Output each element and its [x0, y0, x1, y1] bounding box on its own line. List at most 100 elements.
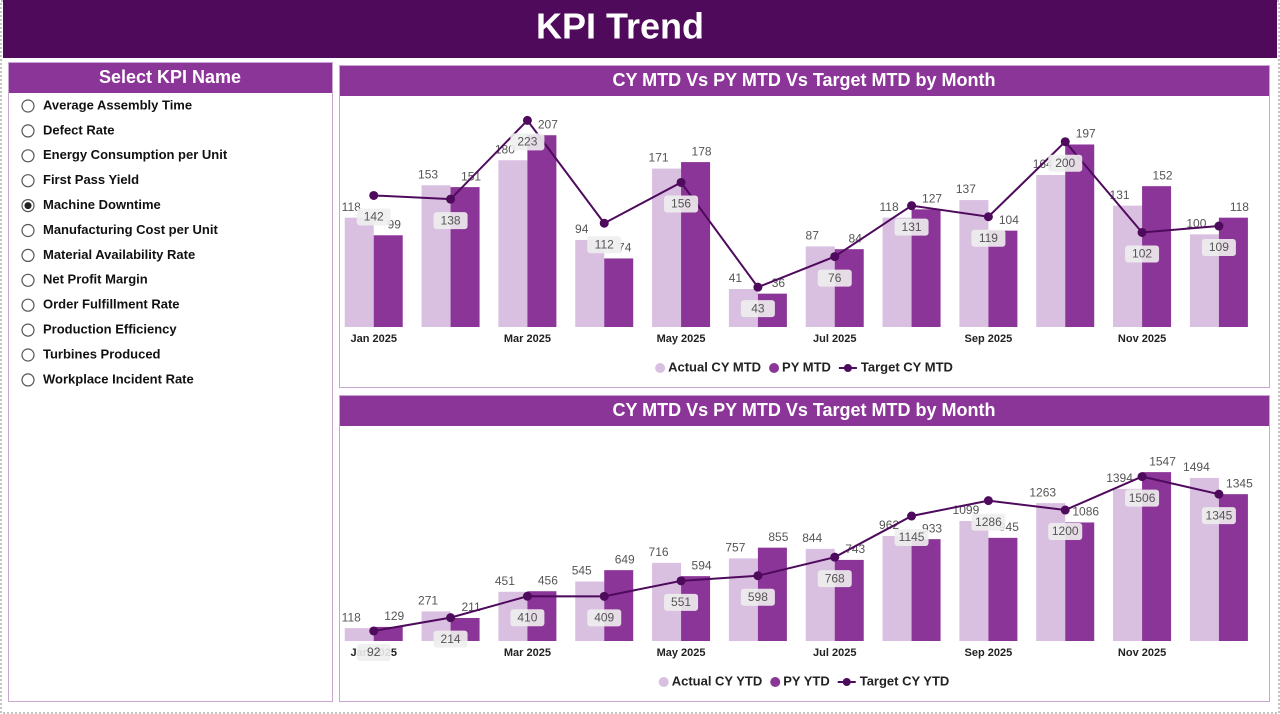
- slicer-item[interactable]: Machine Downtime: [43, 197, 161, 212]
- bar: [834, 249, 864, 327]
- slicer-item[interactable]: Material Availability Rate: [43, 247, 195, 262]
- bar: [805, 548, 835, 641]
- data-label: 1086: [1072, 505, 1099, 519]
- data-label: 138: [441, 213, 461, 227]
- label-box: [664, 593, 699, 611]
- bar: [959, 521, 989, 641]
- data-label: 598: [748, 590, 768, 604]
- radio-button[interactable]: [21, 248, 35, 262]
- target-point: [983, 212, 993, 222]
- data-label: 594: [692, 558, 712, 572]
- bar: [1189, 477, 1219, 641]
- data-label: 94: [575, 222, 589, 236]
- slicer-item[interactable]: Net Profit Margin: [43, 272, 148, 287]
- radio-button[interactable]: [21, 149, 35, 163]
- target-point: [599, 218, 609, 228]
- bar: [882, 535, 912, 641]
- radio-button[interactable]: [21, 323, 35, 337]
- target-point: [522, 115, 532, 125]
- data-label: 87: [806, 229, 820, 243]
- data-label: 74: [618, 241, 632, 255]
- slicer-item[interactable]: Turbines Produced: [43, 346, 161, 361]
- legend-marker: [843, 364, 852, 372]
- legend-marker: [655, 363, 666, 373]
- data-label: 131: [1110, 188, 1130, 202]
- slicer-item[interactable]: Defect Rate: [43, 122, 115, 137]
- chart-title: CY MTD Vs PY MTD Vs Target MTD by Month: [612, 70, 995, 90]
- radio-button[interactable]: [21, 174, 35, 188]
- radio-button[interactable]: [21, 348, 35, 362]
- label-box: [1125, 245, 1160, 263]
- bar: [575, 239, 605, 327]
- data-label: 119: [979, 231, 998, 245]
- data-label: 649: [615, 552, 635, 566]
- bar: [344, 628, 374, 641]
- bar: [604, 570, 634, 641]
- label-box: [1201, 507, 1236, 525]
- data-label: 112: [595, 237, 614, 251]
- data-label: 152: [1153, 168, 1173, 182]
- slicer-item[interactable]: Order Fulfillment Rate: [43, 297, 180, 312]
- target-point: [676, 576, 686, 586]
- bar: [373, 235, 403, 327]
- data-label: 1494: [1183, 460, 1210, 474]
- bar: [988, 537, 1018, 641]
- data-label: 118: [1230, 200, 1249, 214]
- target-point: [753, 571, 763, 581]
- bar: [498, 160, 528, 327]
- data-label: 171: [649, 151, 669, 165]
- label-box: [510, 609, 545, 627]
- bar: [450, 187, 480, 327]
- data-label: 41: [729, 271, 743, 285]
- target-point: [1060, 137, 1070, 147]
- x-tick-label: Jul 2025: [813, 333, 856, 345]
- label-box: [740, 300, 775, 318]
- label-box: [971, 229, 1006, 247]
- data-label: 118: [342, 610, 361, 624]
- radio-button[interactable]: [21, 223, 35, 238]
- label-box: [817, 269, 852, 287]
- x-tick-label: Sep 2025: [965, 647, 1013, 659]
- data-label: 43: [751, 301, 765, 315]
- x-tick-label: Jan 2025: [350, 333, 396, 345]
- data-label: 109: [1209, 240, 1229, 254]
- data-label: 451: [495, 574, 515, 588]
- slicer-item[interactable]: Manufacturing Cost per Unit: [43, 222, 218, 237]
- data-label: 410: [517, 610, 537, 624]
- label-box: [1201, 239, 1236, 257]
- legend-label: Target CY YTD: [860, 673, 950, 688]
- x-tick-label: Mar 2025: [504, 333, 551, 345]
- radio-button[interactable]: [21, 373, 35, 387]
- data-label: 178: [692, 144, 712, 158]
- slicer-item[interactable]: Energy Consumption per Unit: [43, 147, 228, 162]
- x-tick-label: Jul 2025: [813, 647, 856, 659]
- label-box: [894, 529, 929, 547]
- bar: [1113, 205, 1143, 327]
- target-point: [830, 552, 840, 562]
- radio-button[interactable]: [21, 99, 35, 113]
- label-box: [433, 212, 468, 230]
- data-label: 104: [999, 213, 1019, 227]
- data-label: 118: [879, 200, 898, 214]
- legend-label: PY MTD: [782, 359, 831, 374]
- x-tick-label: May 2025: [657, 333, 706, 345]
- slicer-item[interactable]: Production Efficiency: [43, 322, 177, 337]
- legend-marker: [658, 677, 669, 687]
- radio-button[interactable]: [21, 124, 35, 138]
- slicer-item[interactable]: Workplace Incident Rate: [43, 371, 194, 386]
- bar: [1218, 217, 1248, 327]
- slicer-item[interactable]: Average Assembly Time: [43, 97, 192, 112]
- radio-button[interactable]: [21, 273, 35, 287]
- bar: [1113, 488, 1143, 641]
- bar: [959, 200, 989, 327]
- radio-button[interactable]: [21, 298, 35, 312]
- data-label: 743: [845, 542, 865, 556]
- data-label: 409: [594, 611, 614, 625]
- data-label: 200: [1055, 156, 1075, 170]
- slicer-title: Select KPI Name: [99, 67, 241, 87]
- target-point: [907, 511, 917, 521]
- slicer-item[interactable]: First Pass Yield: [43, 172, 139, 187]
- data-label: 271: [418, 594, 438, 608]
- label-box: [740, 588, 775, 606]
- legend-label: Target CY MTD: [861, 359, 953, 374]
